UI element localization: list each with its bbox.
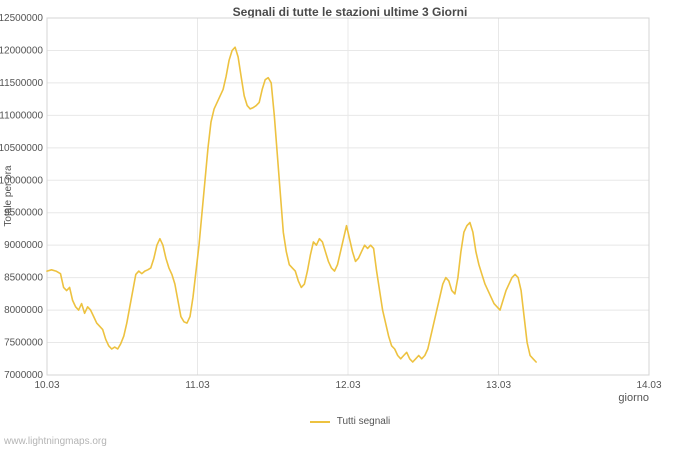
legend-series-line-swatch [309, 420, 330, 423]
y-tick-label: 8000000 [4, 305, 43, 316]
watermark: www.lightningmaps.org [4, 436, 107, 447]
y-tick-label: 7000000 [4, 370, 43, 381]
plot-border [46, 17, 650, 376]
chart-legend: Tutti segnali [0, 416, 700, 427]
x-tick-label: 10.03 [34, 380, 59, 391]
y-tick-label: 12500000 [0, 13, 43, 24]
y-tick-label: 11500000 [0, 78, 43, 89]
x-tick-label: 13.03 [486, 380, 511, 391]
x-tick-label: 11.03 [185, 380, 210, 391]
chart-title: Segnali di tutte le stazioni ultime 3 Gi… [232, 5, 468, 19]
y-tick-label: 8500000 [4, 273, 43, 284]
series-line-tutti-segnali [46, 46, 537, 363]
y-axis-label: Totale per ora [3, 165, 14, 227]
x-tick-label: 14.03 [636, 380, 661, 391]
y-tick-label: 7500000 [4, 338, 43, 349]
x-axis-label: giorno [618, 392, 649, 404]
y-tick-label: 12000000 [0, 45, 43, 56]
y-tick-label: 10000000 [0, 175, 43, 186]
x-tick-label: 12.03 [335, 380, 360, 391]
y-tick-label: 11000000 [0, 110, 43, 121]
chart-plot-area: 7000000 7500000 8000000 8500000 9000000 95000… [0, 13, 662, 391]
y-tick-label: 9000000 [4, 240, 43, 251]
legend-series-label: Tutti segnali [336, 416, 391, 427]
y-tick-label: 9500000 [4, 208, 43, 219]
y-tick-label: 10500000 [0, 143, 43, 154]
